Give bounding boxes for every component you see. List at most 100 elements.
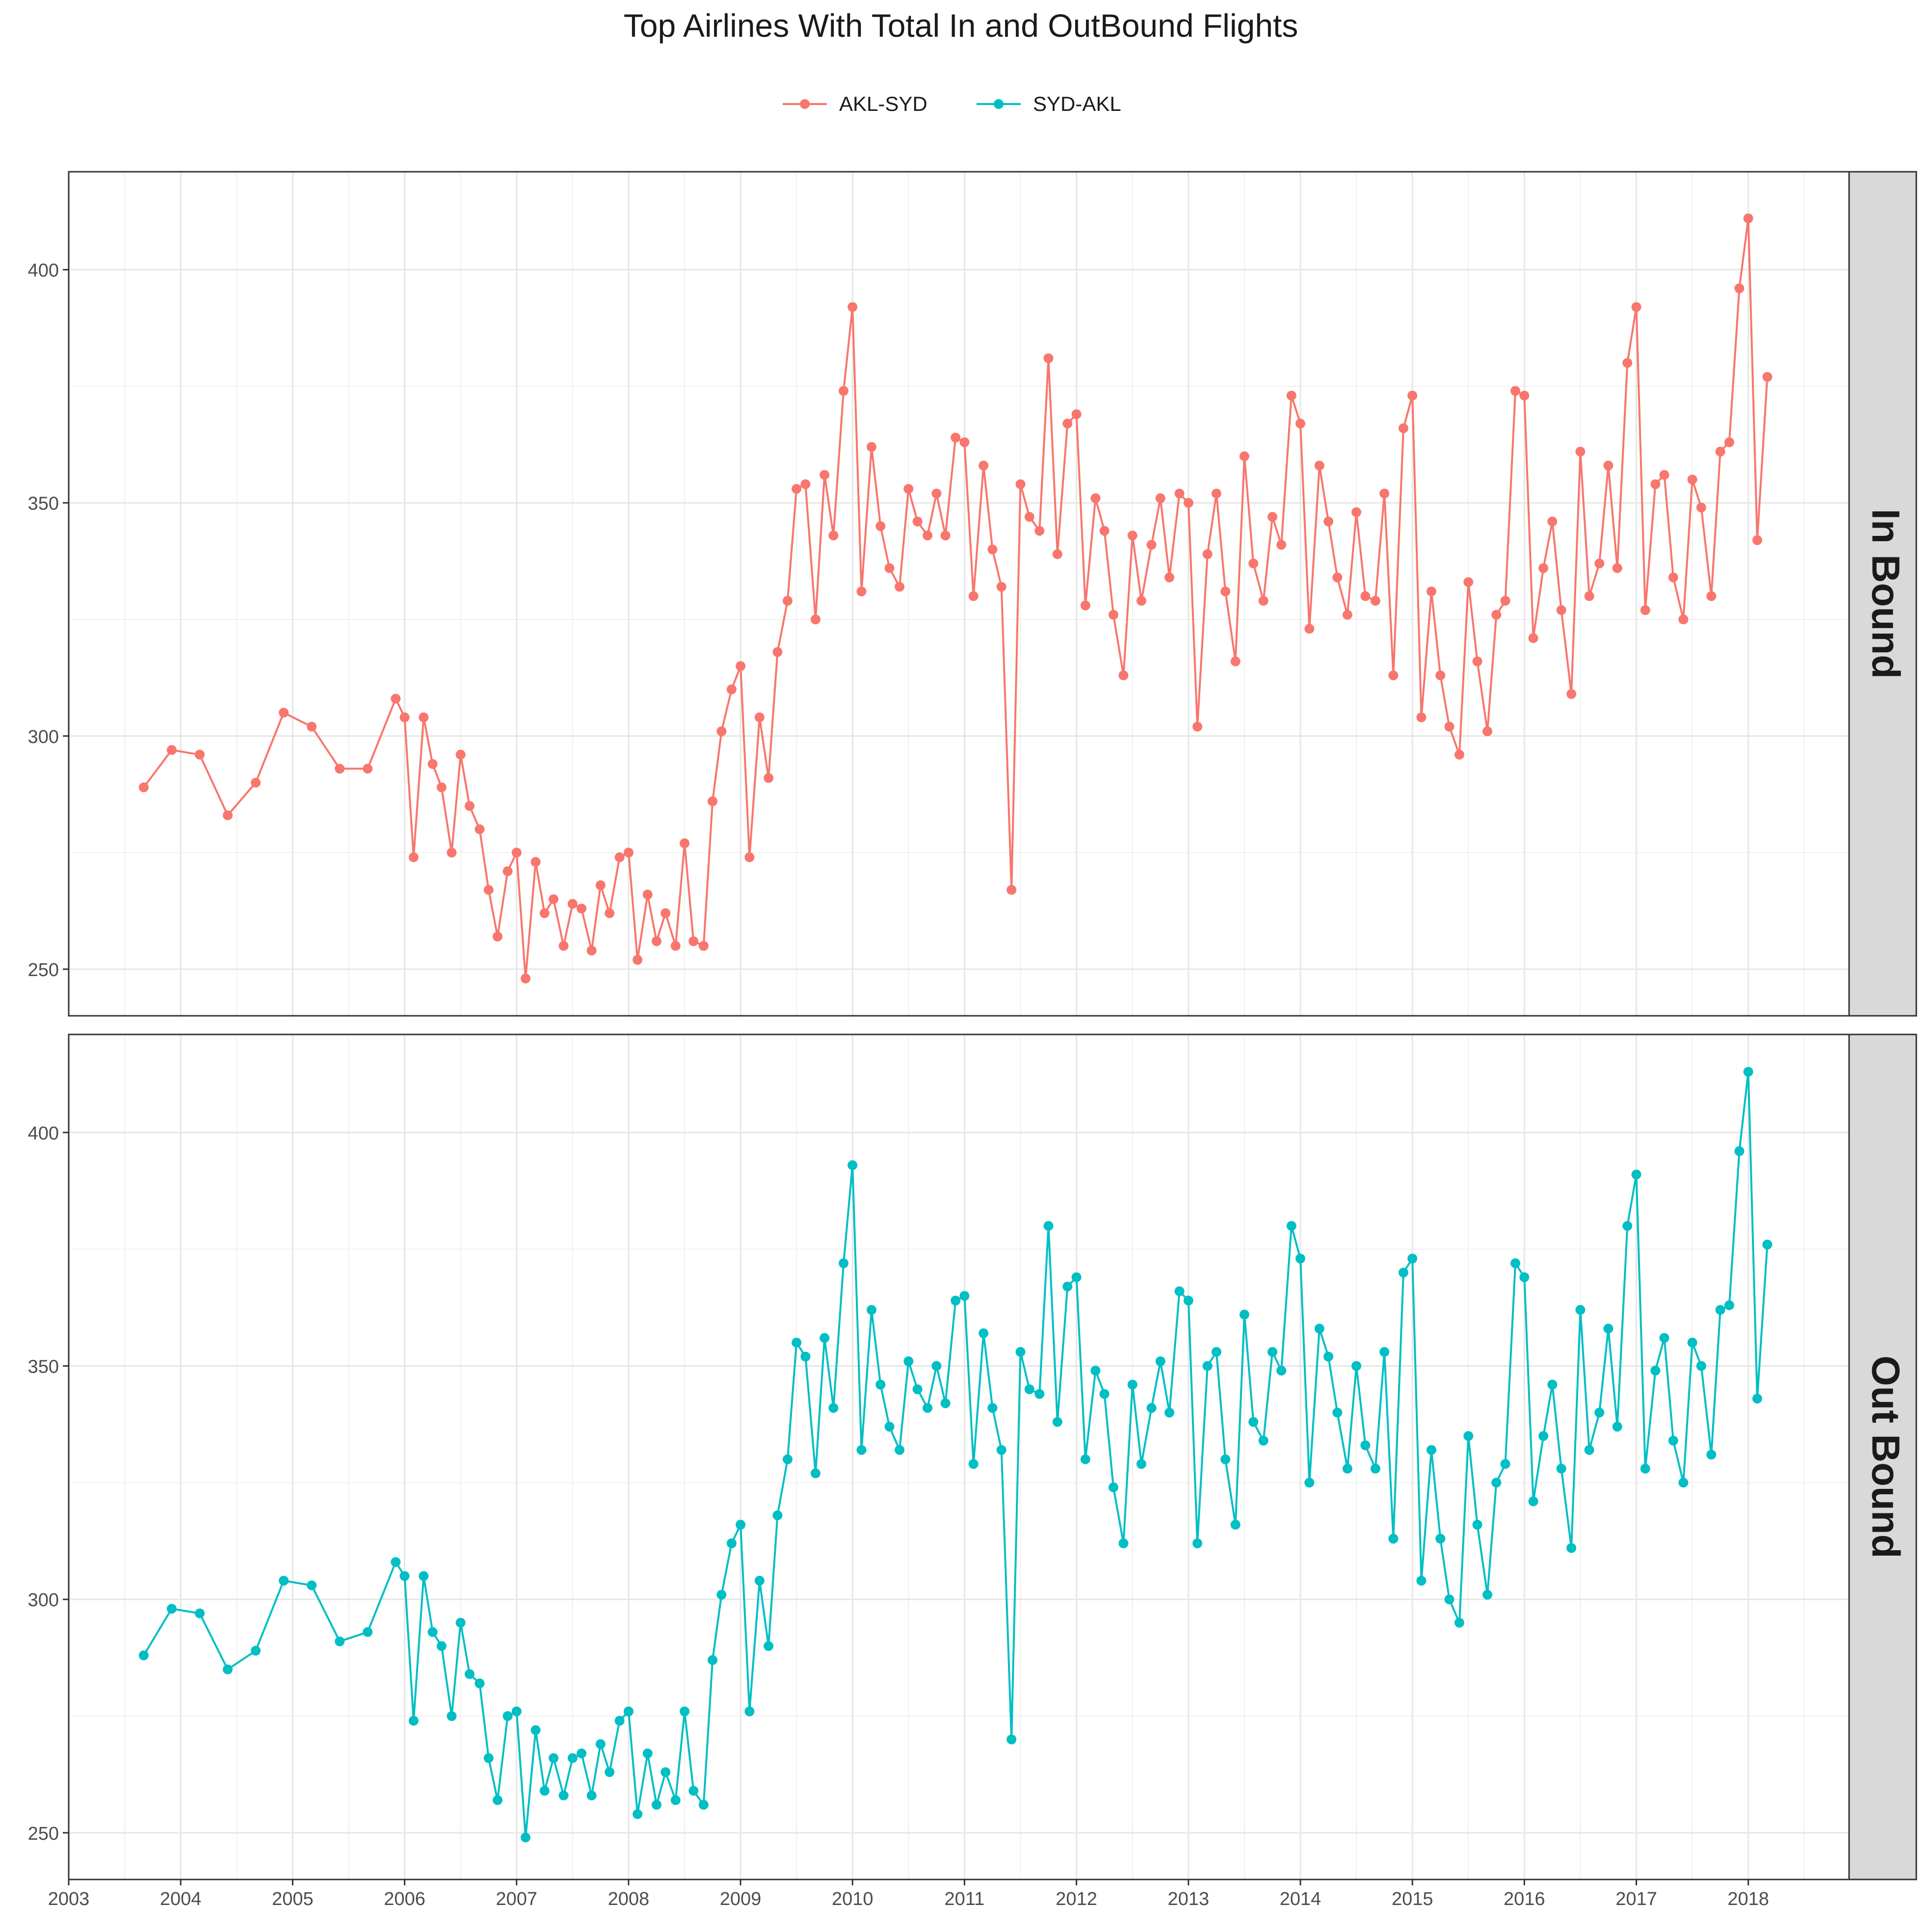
data-point (968, 1459, 979, 1469)
data-point (895, 1445, 905, 1455)
data-point (1127, 530, 1138, 541)
data-point (792, 1337, 802, 1348)
panel-background (69, 1034, 1849, 1879)
data-point (1528, 1496, 1538, 1507)
data-point (633, 1809, 643, 1819)
data-point (1752, 535, 1762, 545)
data-point (1239, 1309, 1249, 1320)
data-point (867, 1305, 876, 1315)
facet-strip: Out Bound (1848, 1033, 1917, 1880)
data-point (1398, 423, 1408, 433)
data-point (1202, 549, 1213, 559)
data-point (923, 1403, 933, 1413)
data-point (651, 936, 662, 946)
data-point (1239, 451, 1249, 461)
data-point (1015, 1347, 1026, 1357)
data-point (447, 1711, 457, 1721)
data-point (455, 749, 466, 760)
data-point (1612, 1422, 1622, 1432)
data-point (1650, 479, 1661, 489)
data-point (1052, 549, 1062, 559)
data-point (1510, 386, 1520, 396)
data-point (1603, 460, 1614, 471)
data-point (1108, 609, 1118, 620)
data-point (810, 614, 820, 625)
x-tick-label: 2008 (608, 1889, 650, 1909)
data-point (521, 1832, 530, 1843)
data-point (1090, 493, 1101, 503)
legend-item-akl-syd: AKL-SYD (783, 92, 927, 115)
data-point (1304, 1478, 1315, 1488)
data-point (670, 1795, 681, 1805)
data-point (1136, 596, 1146, 606)
data-point (1696, 503, 1706, 513)
data-point (1118, 1538, 1129, 1548)
data-point (1099, 526, 1110, 536)
facet-label: In Bound (1864, 509, 1907, 679)
data-point (754, 1576, 765, 1586)
data-point (642, 1748, 653, 1759)
data-point (1444, 1594, 1455, 1605)
data-point (408, 852, 419, 862)
legend-key-point (994, 99, 1004, 109)
data-point (1678, 614, 1689, 625)
data-point (586, 1790, 597, 1800)
data-point (1043, 1221, 1054, 1231)
data-point (782, 596, 793, 606)
data-point (1706, 1450, 1717, 1460)
data-point (419, 712, 429, 722)
data-point (1454, 1617, 1464, 1628)
data-point (1080, 1454, 1090, 1464)
data-point (820, 1333, 830, 1343)
data-point (688, 936, 699, 946)
data-point (195, 1608, 205, 1618)
data-point (1006, 1734, 1017, 1745)
data-point (1248, 1417, 1259, 1427)
data-point (1276, 540, 1287, 550)
data-point (1202, 1361, 1213, 1371)
panel-out-bound: 250 300 350 400 Out Bound (28, 1033, 1917, 1880)
data-point (1071, 409, 1082, 420)
data-point (1743, 1067, 1753, 1077)
data-point (1071, 1272, 1082, 1282)
x-tick-label: 2013 (1167, 1889, 1209, 1909)
data-point (1118, 670, 1129, 681)
data-point (223, 810, 233, 820)
y-tick-label: 350 (28, 494, 59, 514)
facet-strip-background (1848, 1033, 1917, 1880)
data-point (1407, 391, 1418, 401)
x-axis: 2003 2004 2005 2006 2007 2008 2009 2010 2011 2012… (48, 1879, 1769, 1909)
data-point (884, 1422, 895, 1432)
data-point (764, 773, 774, 783)
legend: AKL-SYD SYD-AKL (783, 92, 1121, 115)
data-point (1024, 512, 1034, 522)
data-point (1220, 1454, 1231, 1464)
data-point (633, 955, 643, 965)
data-point (1622, 1221, 1633, 1231)
data-point (1538, 1431, 1549, 1441)
data-point (1342, 609, 1352, 620)
data-point (996, 582, 1006, 592)
data-point (1594, 558, 1605, 569)
data-point (530, 1725, 541, 1735)
data-point (464, 801, 475, 811)
data-point (1528, 633, 1538, 643)
x-tick-label: 2011 (945, 1889, 985, 1909)
data-point (447, 847, 457, 858)
data-point (511, 1706, 522, 1717)
data-point (1631, 302, 1641, 312)
data-point (138, 1650, 149, 1661)
data-point (363, 1627, 373, 1637)
data-point (1426, 586, 1436, 597)
data-point (736, 661, 746, 671)
legend-label: SYD-AKL (1033, 92, 1121, 115)
data-point (1584, 1445, 1594, 1455)
legend-label: AKL-SYD (839, 92, 927, 115)
facet-strip: In Bound (1848, 171, 1917, 1017)
data-point (1099, 1389, 1110, 1399)
data-point (1295, 1253, 1305, 1264)
data-point (847, 302, 858, 312)
data-point (839, 386, 848, 396)
data-point (1034, 1389, 1045, 1399)
